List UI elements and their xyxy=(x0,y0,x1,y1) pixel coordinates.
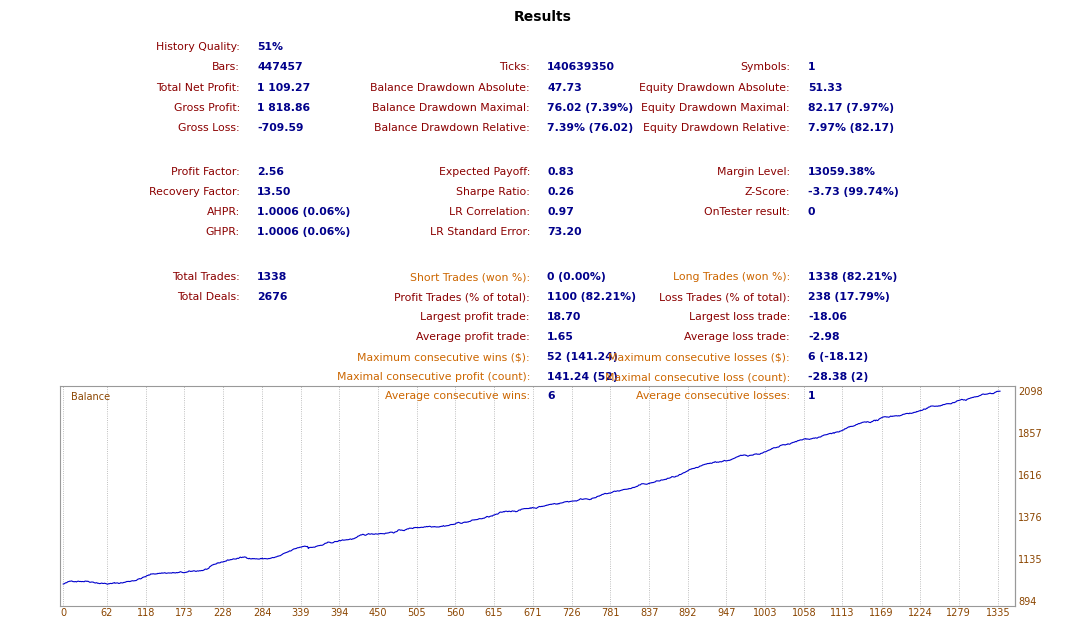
Text: -2.98: -2.98 xyxy=(808,332,839,342)
Text: 51.33: 51.33 xyxy=(808,83,843,93)
Text: 0.83: 0.83 xyxy=(547,167,573,177)
Text: -28.38 (2): -28.38 (2) xyxy=(808,372,868,382)
Text: Largest profit trade:: Largest profit trade: xyxy=(420,312,530,322)
Text: Total Trades:: Total Trades: xyxy=(173,272,240,282)
Text: 2676: 2676 xyxy=(257,292,288,302)
Text: 0: 0 xyxy=(808,207,816,217)
Text: Expected Payoff:: Expected Payoff: xyxy=(439,167,530,177)
Text: Margin Level:: Margin Level: xyxy=(717,167,790,177)
Text: Average consecutive losses:: Average consecutive losses: xyxy=(636,391,790,401)
Text: -709.59: -709.59 xyxy=(257,123,303,133)
Text: Balance Drawdown Maximal:: Balance Drawdown Maximal: xyxy=(372,103,530,113)
Text: 13059.38%: 13059.38% xyxy=(808,167,876,177)
Text: 1338 (82.21%): 1338 (82.21%) xyxy=(808,272,897,282)
Text: LR Correlation:: LR Correlation: xyxy=(449,207,530,217)
Text: Profit Factor:: Profit Factor: xyxy=(172,167,240,177)
Text: History Quality:: History Quality: xyxy=(156,42,240,52)
Text: Equity Drawdown Absolute:: Equity Drawdown Absolute: xyxy=(640,83,790,93)
Text: 1.0006 (0.06%): 1.0006 (0.06%) xyxy=(257,227,351,237)
Text: 1: 1 xyxy=(808,62,816,72)
Text: Recovery Factor:: Recovery Factor: xyxy=(149,187,240,197)
Text: 6 (-18.12): 6 (-18.12) xyxy=(808,352,868,362)
Text: 2.56: 2.56 xyxy=(257,167,285,177)
Text: Short Trades (won %):: Short Trades (won %): xyxy=(409,272,530,282)
Text: 47.73: 47.73 xyxy=(547,83,582,93)
Text: 18.70: 18.70 xyxy=(547,312,581,322)
Text: Equity Drawdown Maximal:: Equity Drawdown Maximal: xyxy=(642,103,790,113)
Text: 447457: 447457 xyxy=(257,62,303,72)
Text: -18.06: -18.06 xyxy=(808,312,847,322)
Text: Maximal consecutive loss (count):: Maximal consecutive loss (count): xyxy=(605,372,790,382)
Text: 51%: 51% xyxy=(257,42,283,52)
Text: 238 (17.79%): 238 (17.79%) xyxy=(808,292,889,302)
Text: 0.26: 0.26 xyxy=(547,187,574,197)
Text: 6: 6 xyxy=(547,391,555,401)
Text: 7.97% (82.17): 7.97% (82.17) xyxy=(808,123,894,133)
Text: 0.97: 0.97 xyxy=(547,207,573,217)
Text: GHPR:: GHPR: xyxy=(206,227,240,237)
Text: 0 (0.00%): 0 (0.00%) xyxy=(547,272,606,282)
Text: Largest loss trade:: Largest loss trade: xyxy=(689,312,790,322)
Text: 141.24 (52): 141.24 (52) xyxy=(547,372,618,382)
Text: Total Net Profit:: Total Net Profit: xyxy=(156,83,240,93)
Text: Total Deals:: Total Deals: xyxy=(177,292,240,302)
Text: Gross Profit:: Gross Profit: xyxy=(174,103,240,113)
Text: Balance Drawdown Absolute:: Balance Drawdown Absolute: xyxy=(370,83,530,93)
Text: Balance Drawdown Relative:: Balance Drawdown Relative: xyxy=(375,123,530,133)
Text: Average profit trade:: Average profit trade: xyxy=(416,332,530,342)
Text: 1: 1 xyxy=(808,391,816,401)
Text: 1.65: 1.65 xyxy=(547,332,573,342)
Text: OnTester result:: OnTester result: xyxy=(704,207,790,217)
Text: Maximal consecutive profit (count):: Maximal consecutive profit (count): xyxy=(337,372,530,382)
Text: 52 (141.24): 52 (141.24) xyxy=(547,352,618,362)
Text: AHPR:: AHPR: xyxy=(206,207,240,217)
Text: 13.50: 13.50 xyxy=(257,187,291,197)
Text: Average consecutive wins:: Average consecutive wins: xyxy=(384,391,530,401)
Text: 1100 (82.21%): 1100 (82.21%) xyxy=(547,292,636,302)
Text: Profit Trades (% of total):: Profit Trades (% of total): xyxy=(394,292,530,302)
Text: Balance: Balance xyxy=(72,392,111,402)
Text: Average loss trade:: Average loss trade: xyxy=(684,332,790,342)
Text: -3.73 (99.74%): -3.73 (99.74%) xyxy=(808,187,899,197)
Text: Long Trades (won %):: Long Trades (won %): xyxy=(672,272,790,282)
Text: 82.17 (7.97%): 82.17 (7.97%) xyxy=(808,103,894,113)
Text: 7.39% (76.02): 7.39% (76.02) xyxy=(547,123,633,133)
Text: Ticks:: Ticks: xyxy=(500,62,530,72)
Text: Sharpe Ratio:: Sharpe Ratio: xyxy=(456,187,530,197)
Text: 140639350: 140639350 xyxy=(547,62,615,72)
Text: 1 109.27: 1 109.27 xyxy=(257,83,311,93)
Text: Bars:: Bars: xyxy=(212,62,240,72)
Text: LR Standard Error:: LR Standard Error: xyxy=(430,227,530,237)
Text: Maximum consecutive losses ($):: Maximum consecutive losses ($): xyxy=(608,352,790,362)
Text: Results: Results xyxy=(514,10,572,24)
Text: Loss Trades (% of total):: Loss Trades (% of total): xyxy=(659,292,790,302)
Text: Gross Loss:: Gross Loss: xyxy=(178,123,240,133)
Text: 1.0006 (0.06%): 1.0006 (0.06%) xyxy=(257,207,351,217)
Text: 73.20: 73.20 xyxy=(547,227,582,237)
Text: Symbols:: Symbols: xyxy=(740,62,790,72)
Text: Equity Drawdown Relative:: Equity Drawdown Relative: xyxy=(643,123,790,133)
Text: Z-Score:: Z-Score: xyxy=(745,187,790,197)
Text: 76.02 (7.39%): 76.02 (7.39%) xyxy=(547,103,633,113)
Text: Maximum consecutive wins ($):: Maximum consecutive wins ($): xyxy=(357,352,530,362)
Text: 1338: 1338 xyxy=(257,272,288,282)
Text: 1 818.86: 1 818.86 xyxy=(257,103,311,113)
